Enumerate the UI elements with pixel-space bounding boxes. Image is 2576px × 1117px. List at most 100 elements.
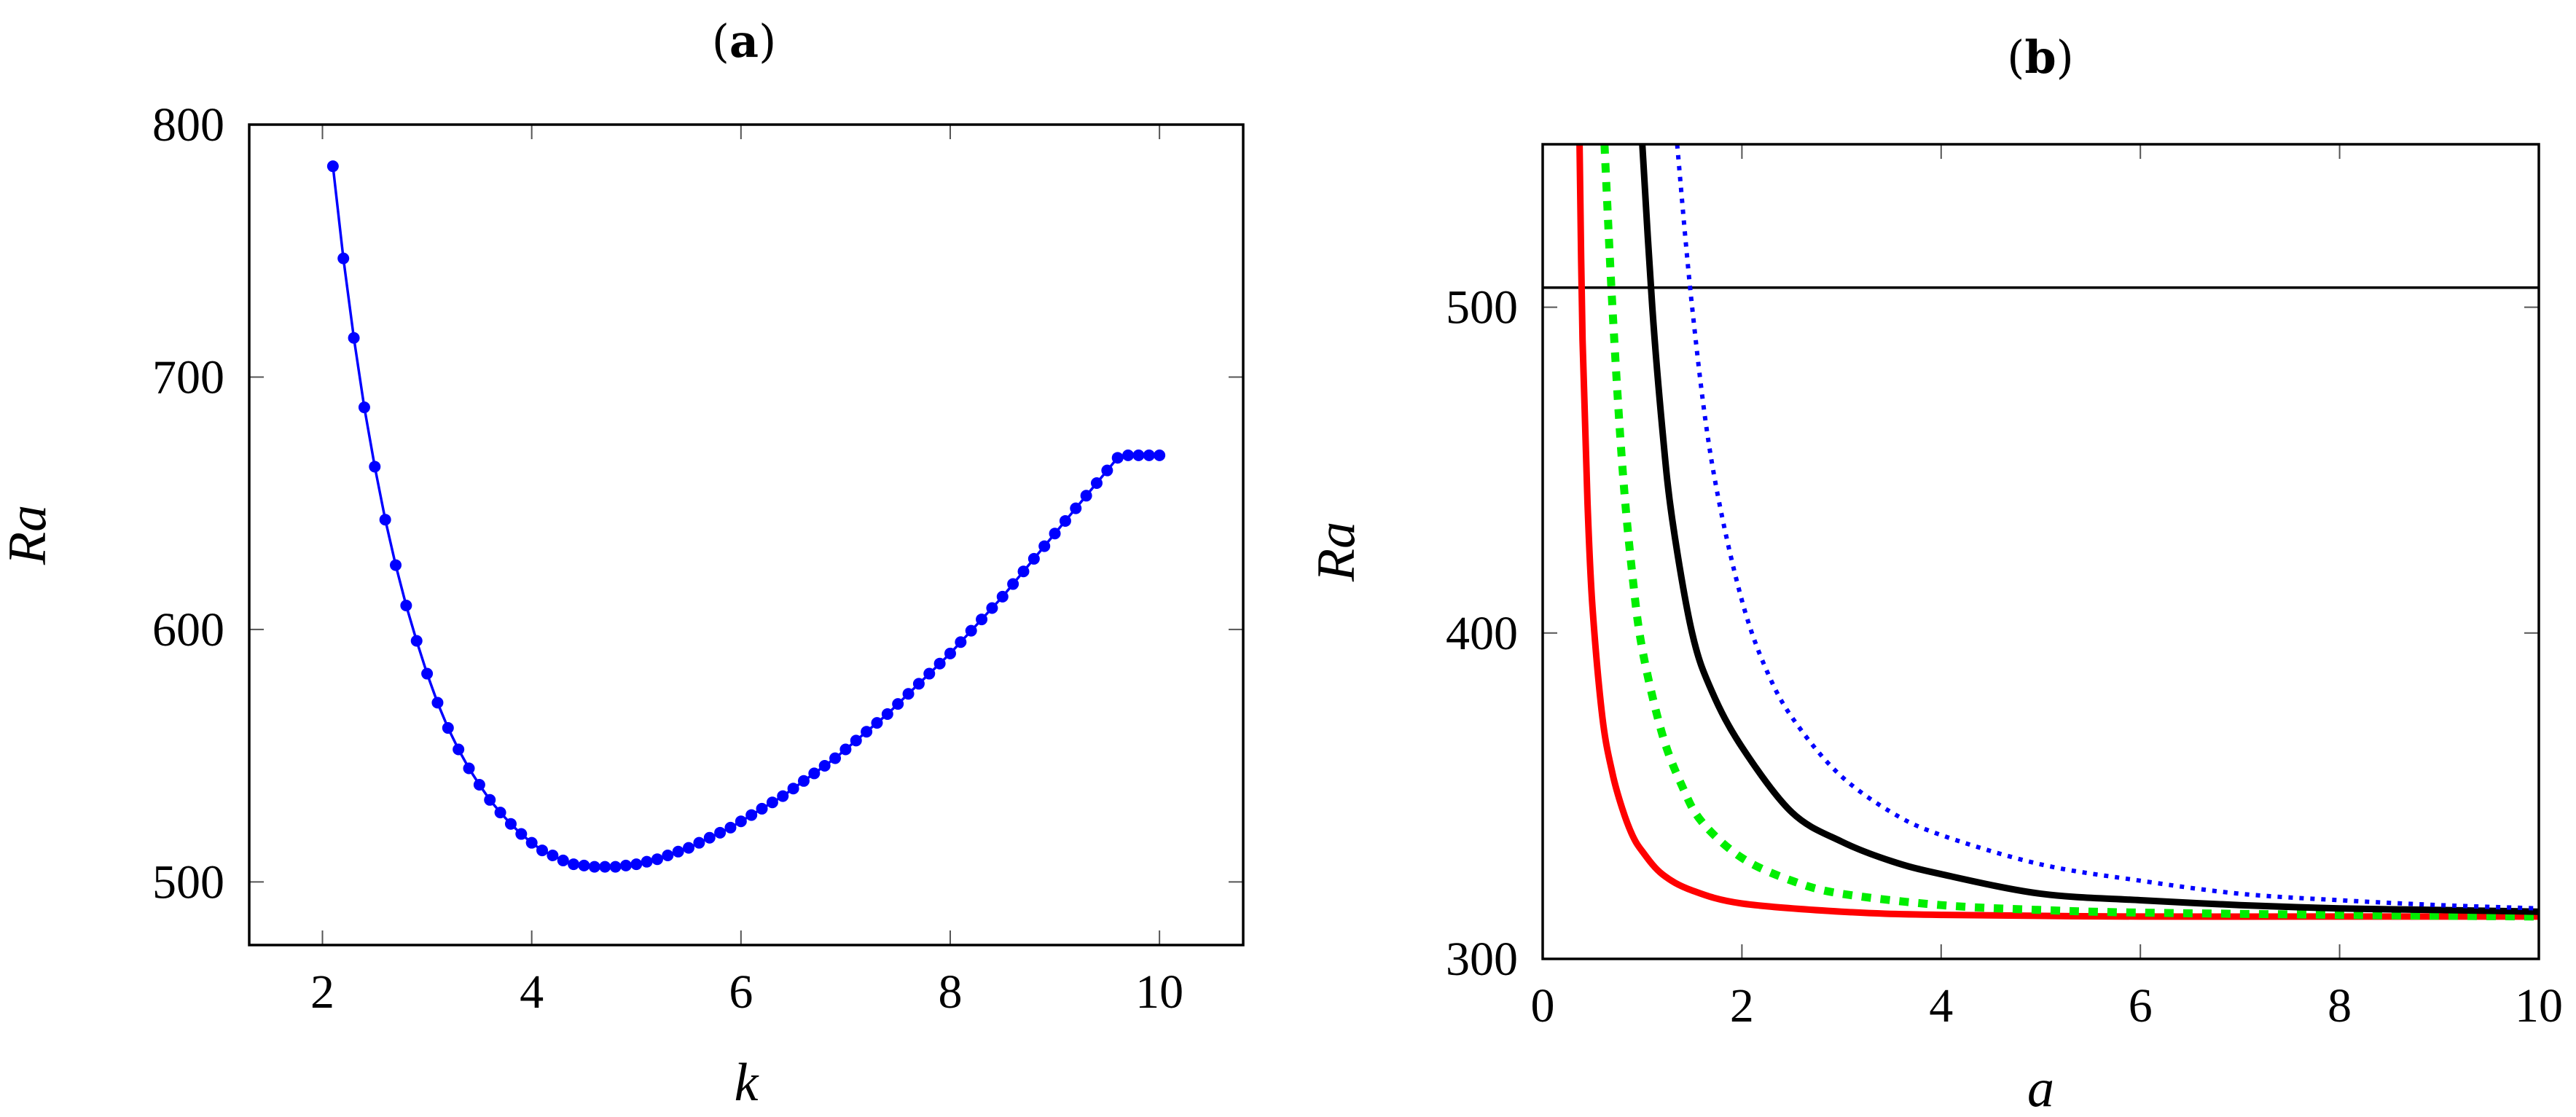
data-point <box>1027 552 1040 565</box>
data-point <box>745 809 758 821</box>
panel-b: (b) 0 2 4 6 8 10 300 400 500 a Ra <box>1307 31 2563 1117</box>
data-point <box>379 514 391 526</box>
data-point <box>1049 528 1061 540</box>
panel-title-letter: a <box>729 15 759 68</box>
data-point <box>358 401 370 414</box>
data-point <box>431 697 444 709</box>
x-axis-label: k <box>735 1053 759 1113</box>
data-point <box>504 818 517 830</box>
panel-title-letter: b <box>2024 31 2056 84</box>
data-point <box>735 815 747 828</box>
x-axis-label: a <box>2027 1059 2054 1117</box>
data-point <box>1101 464 1113 477</box>
series-line-green-dotted <box>1600 144 2539 921</box>
data-point <box>609 861 622 873</box>
data-point <box>599 861 611 873</box>
data-point <box>965 624 977 637</box>
data-point <box>923 667 936 680</box>
y-tick-label: 800 <box>152 98 224 152</box>
data-point <box>525 836 538 849</box>
y-axis-label: Ra <box>0 505 58 565</box>
data-point <box>390 559 402 571</box>
panel-title-close: ) <box>759 15 776 68</box>
data-point <box>337 252 350 264</box>
x-tick-label: 4 <box>1929 979 1953 1032</box>
data-point <box>933 657 946 670</box>
x-tick-label: 8 <box>2328 979 2352 1032</box>
data-point <box>463 762 475 775</box>
x-tick-label: 6 <box>2129 979 2153 1032</box>
x-tick-label: 0 <box>1531 979 1555 1032</box>
data-point <box>829 752 842 764</box>
data-point <box>683 842 695 854</box>
data-point <box>703 831 716 844</box>
data-point <box>453 743 465 756</box>
plot-area <box>1543 144 2539 921</box>
data-point <box>861 726 873 738</box>
data-point <box>536 844 549 857</box>
x-tick-label: 2 <box>1730 979 1754 1032</box>
data-point <box>662 850 674 862</box>
data-point <box>641 855 653 868</box>
data-point <box>850 734 862 747</box>
data-point <box>400 600 412 612</box>
data-point <box>410 635 423 647</box>
y-tick-label: 300 <box>1446 933 1518 986</box>
data-point <box>547 850 559 862</box>
data-point <box>515 828 528 840</box>
data-point <box>578 859 590 871</box>
data-point <box>473 778 485 791</box>
data-point <box>1038 540 1051 552</box>
data-point <box>1070 502 1082 514</box>
y-tick-label: 500 <box>1446 281 1518 334</box>
data-point <box>839 743 852 756</box>
data-point <box>348 332 360 344</box>
data-point <box>1007 578 1019 590</box>
plot-frame <box>1541 143 2540 960</box>
data-point <box>996 590 1009 603</box>
data-point <box>944 647 956 659</box>
y-tick-label: 500 <box>152 855 224 909</box>
series-line-ra-k- <box>332 166 1160 869</box>
data-point <box>787 783 799 795</box>
data-point <box>442 722 454 734</box>
data-point <box>756 802 768 815</box>
data-point <box>651 853 663 866</box>
data-point <box>912 678 925 690</box>
data-point <box>484 793 496 806</box>
y-tick-label: 600 <box>152 603 224 657</box>
data-point <box>766 796 778 809</box>
data-point <box>494 807 506 819</box>
data-point <box>693 836 705 849</box>
data-point <box>808 767 821 780</box>
data-point <box>1154 449 1166 461</box>
x-tick-label: 10 <box>2515 979 2563 1032</box>
data-point <box>881 708 893 720</box>
data-point <box>421 667 434 680</box>
x-tick-label: 10 <box>1135 965 1183 1019</box>
data-point <box>976 614 988 626</box>
data-point <box>777 790 789 802</box>
x-tick-label: 2 <box>310 965 334 1019</box>
series-line-blue-dotted <box>1675 144 2539 911</box>
panel-title-open: ( <box>2007 31 2024 84</box>
x-tick-label: 6 <box>729 965 753 1019</box>
data-point <box>1132 449 1145 461</box>
data-point <box>1143 449 1155 461</box>
panel-title-open: ( <box>712 15 729 68</box>
data-point <box>1090 477 1103 489</box>
data-point <box>1122 449 1135 461</box>
data-point <box>1111 452 1124 464</box>
data-point <box>1059 514 1071 527</box>
data-point <box>986 602 998 614</box>
panel-title: (b) <box>2007 31 2074 84</box>
panel-title-close: ) <box>2056 31 2074 84</box>
data-point <box>630 858 643 871</box>
data-point <box>1017 565 1030 578</box>
data-point <box>369 460 381 473</box>
data-point <box>619 859 632 871</box>
data-point <box>902 688 915 700</box>
data-point <box>672 845 684 858</box>
y-tick-label: 400 <box>1446 607 1518 660</box>
